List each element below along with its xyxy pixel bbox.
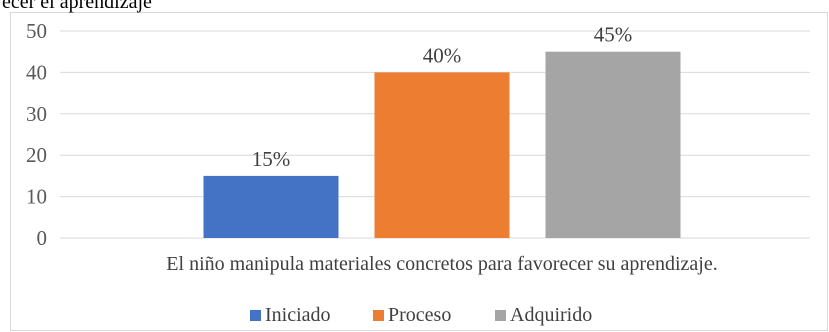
bar-proceso [374,72,510,239]
bar-iniciado [203,175,339,238]
legend-swatch-adquirido [495,310,506,321]
category-label: El niño manipula materiales concretos pa… [166,253,717,275]
legend: Iniciado Proceso Adquirido [250,304,592,326]
data-label-iniciado: 15% [252,147,291,171]
bars [203,51,681,239]
chart-border [10,12,828,331]
bar-adquirido [545,51,681,239]
y-tick-label: 40 [26,60,47,84]
data-label-proceso: 40% [423,43,462,67]
y-tick-label: 0 [37,226,48,250]
legend-label-proceso: Proceso [388,304,451,326]
legend-swatch-proceso [373,310,384,321]
y-axis-ticks: 0 10 20 30 40 50 [26,19,47,250]
y-tick-label: 20 [26,143,47,167]
title-mask [0,0,200,12]
y-tick-label: 10 [26,185,47,209]
data-labels: 15% 40% 45% [252,23,633,171]
y-tick-label: 50 [26,19,47,43]
y-tick-label: 30 [26,102,47,126]
data-label-adquirido: 45% [594,23,633,47]
legend-label-iniciado: Iniciado [265,304,331,326]
chart-title-fragment: ecer el aprendizaje [2,0,152,13]
legend-swatch-iniciado [250,310,261,321]
legend-label-adquirido: Adquirido [510,304,592,326]
